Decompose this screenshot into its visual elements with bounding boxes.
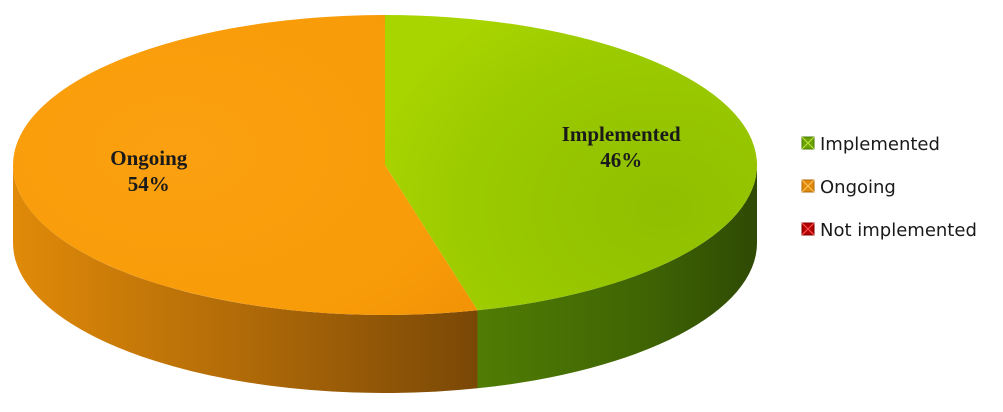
slice-label-value-implemented: 46%	[600, 148, 642, 172]
pie-slices	[13, 15, 758, 315]
legend: Implemented Ongoing Not implemented	[801, 134, 977, 241]
slice-label-name-implemented: Implemented	[562, 122, 681, 146]
slice-label-value-ongoing: 54%	[128, 172, 170, 196]
legend-label-implemented: Implemented	[820, 134, 940, 155]
legend-item-implemented: Implemented	[801, 134, 940, 155]
pie-side-ongoing	[12, 165, 478, 394]
legend-item-ongoing: Ongoing	[801, 177, 896, 198]
legend-item-not-implemented: Not implemented	[801, 220, 977, 241]
pie-slice-implemented	[385, 15, 758, 311]
slice-label-name-ongoing: Ongoing	[110, 146, 188, 170]
pie-slice-ongoing	[13, 15, 478, 315]
pie-side-implemented	[477, 165, 757, 389]
legend-label-not-implemented: Not implemented	[820, 220, 977, 241]
pie-sides	[12, 165, 757, 394]
legend-label-ongoing: Ongoing	[820, 177, 896, 198]
